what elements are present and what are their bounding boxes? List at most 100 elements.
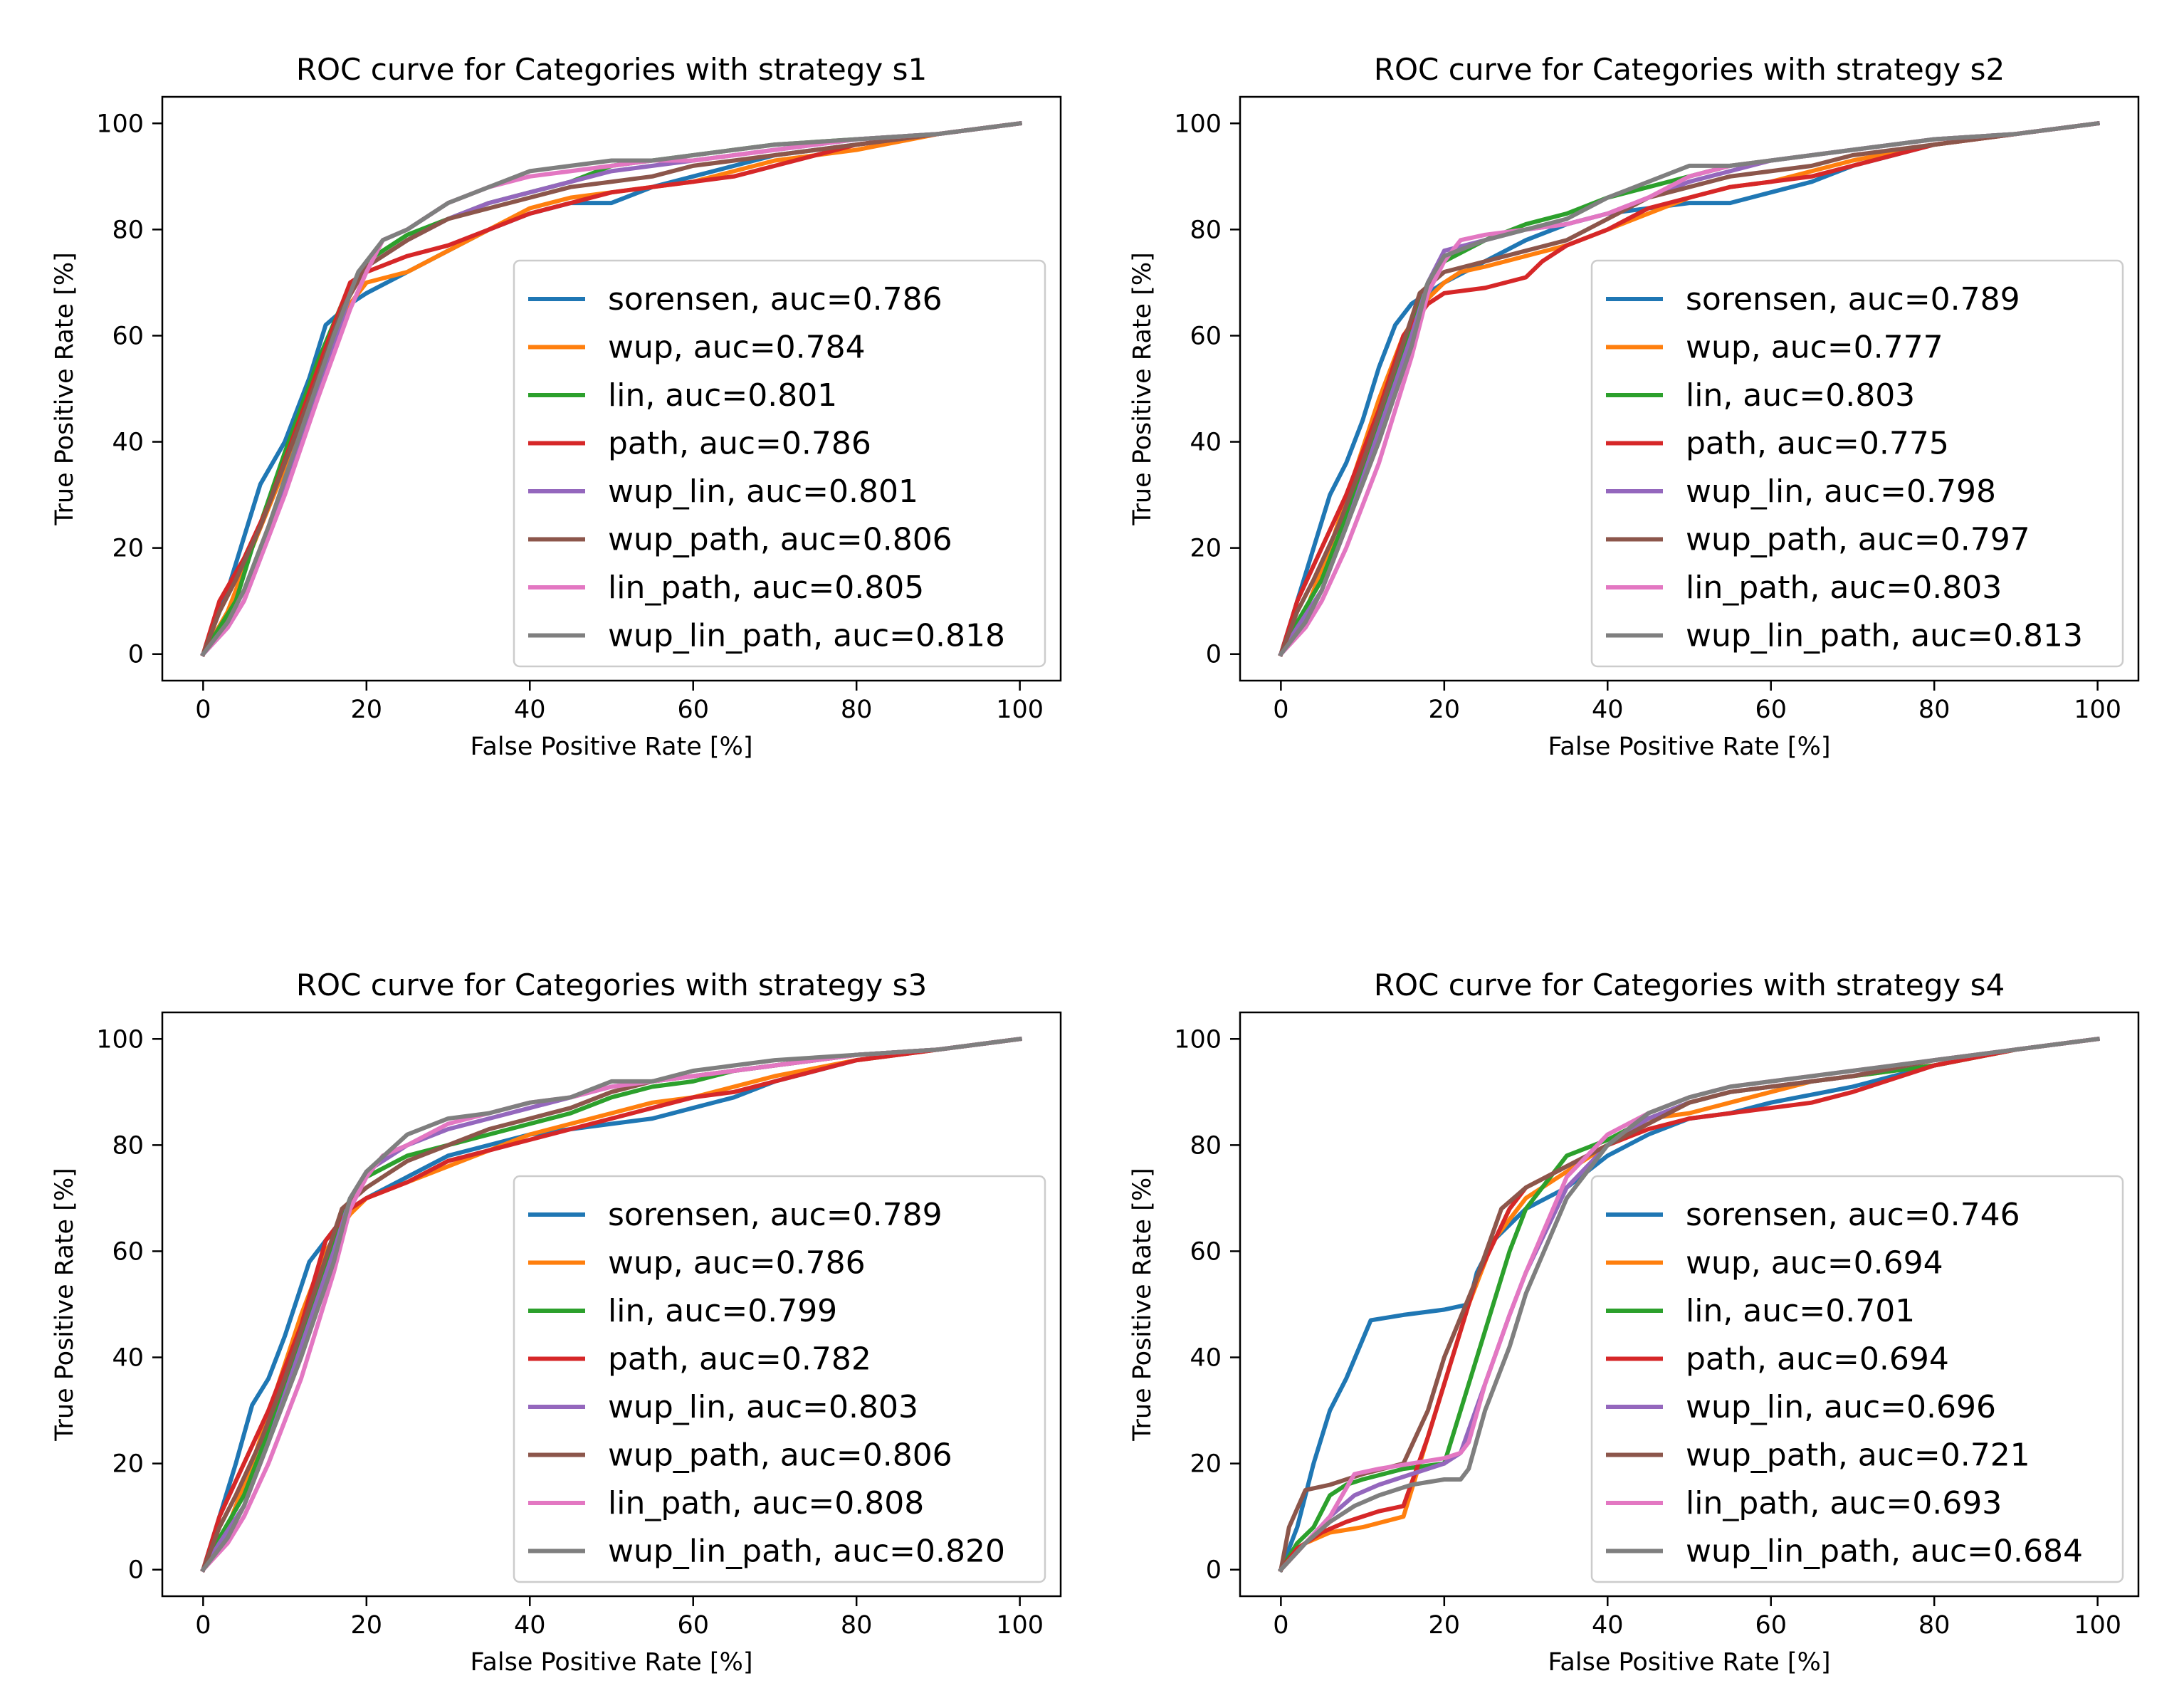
legend-label-wup: wup, auc=0.786: [608, 1245, 866, 1282]
y-tick-label: 100: [1174, 110, 1222, 138]
legend-label-wup-lin-path: wup_lin_path, auc=0.818: [608, 618, 1005, 654]
series-line-wup-lin-path: [1278, 120, 2100, 657]
chart-title: ROC curve for Categories with strategy s…: [296, 968, 927, 1002]
x-tick-label: 40: [514, 696, 546, 724]
x-tick-label: 20: [351, 696, 383, 724]
x-axis-label: False Positive Rate [%]: [1548, 733, 1831, 761]
y-tick-label: 60: [112, 322, 144, 350]
legend: sorensen, auc=0.789 wup, auc=0.786 lin, au…: [513, 1175, 1046, 1583]
legend-label-wup: wup, auc=0.784: [608, 330, 866, 366]
series-line-wup-path: [1278, 1036, 2100, 1573]
axes-frame: [161, 1011, 1062, 1598]
x-tick-label: 40: [1592, 696, 1624, 724]
chart-title: ROC curve for Categories with strategy s…: [296, 52, 927, 87]
legend-label-wup-lin: wup_lin, auc=0.801: [608, 473, 918, 510]
y-tick-label: 40: [112, 429, 144, 457]
legend: sorensen, auc=0.746 wup, auc=0.694 lin, au…: [1590, 1175, 2124, 1583]
legend-label-lin: lin, auc=0.801: [608, 377, 837, 414]
y-tick-label: 60: [112, 1237, 144, 1266]
subplot-1: ROC curve for Categories with strategy s…: [51, 52, 1062, 761]
y-tick-label: 100: [96, 110, 144, 138]
x-tick-label: 20: [1429, 696, 1461, 724]
x-tick-label: 80: [841, 1611, 873, 1640]
chart-title: ROC curve for Categories with strategy s…: [1374, 968, 2005, 1002]
legend-label-wup-path: wup_path, auc=0.797: [1686, 522, 2030, 558]
series-line-path: [200, 1036, 1022, 1573]
subplot-3: ROC curve for Categories with strategy s…: [51, 968, 1062, 1677]
y-tick-label: 60: [1190, 322, 1222, 350]
x-tick-label: 100: [996, 696, 1044, 724]
y-tick-label: 60: [1190, 1237, 1222, 1266]
axes-frame: [1239, 95, 2140, 682]
legend-label-sorensen: sorensen, auc=0.746: [1686, 1197, 2020, 1233]
series-line-sorensen: [1278, 120, 2100, 657]
legend-label-wup-lin: wup_lin, auc=0.696: [1686, 1389, 1996, 1425]
legend-label-wup-path: wup_path, auc=0.721: [1686, 1437, 2030, 1474]
y-tick-label: 20: [112, 535, 144, 563]
y-axis-label: True Positive Rate [%]: [51, 1168, 79, 1441]
legend-label-lin: lin, auc=0.701: [1686, 1293, 1915, 1329]
axes-frame: [161, 95, 1062, 682]
x-tick-label: 80: [1918, 696, 1951, 724]
x-tick-label: 20: [351, 1611, 383, 1640]
series-line-lin-path: [200, 1036, 1022, 1573]
legend-label-sorensen: sorensen, auc=0.789: [608, 1197, 943, 1233]
x-tick-label: 20: [1429, 1611, 1461, 1640]
series-line-wup-path: [1278, 120, 2100, 657]
legend: sorensen, auc=0.786 wup, auc=0.784 lin, au…: [513, 259, 1046, 668]
x-tick-label: 0: [1273, 696, 1288, 724]
series-line-wup-path: [200, 120, 1022, 657]
legend-label-path: path, auc=0.782: [608, 1341, 871, 1378]
x-tick-label: 60: [1755, 1611, 1787, 1640]
x-tick-label: 0: [195, 696, 211, 724]
y-tick-label: 40: [1190, 1344, 1222, 1373]
legend: sorensen, auc=0.789 wup, auc=0.777 lin, au…: [1590, 259, 2124, 668]
x-tick-label: 0: [195, 1611, 211, 1640]
series-lines: [1278, 120, 2100, 657]
x-tick-label: 60: [1755, 696, 1787, 724]
legend-label-path: path, auc=0.775: [1686, 426, 1949, 462]
x-axis-label: False Positive Rate [%]: [471, 733, 753, 761]
series-line-sorensen: [1278, 1036, 2100, 1573]
legend-label-lin-path: lin_path, auc=0.803: [1686, 570, 2002, 606]
y-axis-label: True Positive Rate [%]: [51, 252, 79, 525]
legend-label-wup: wup, auc=0.777: [1686, 330, 1943, 366]
x-tick-label: 80: [841, 696, 873, 724]
legend-label-lin: lin, auc=0.799: [608, 1293, 837, 1329]
legend-label-wup-lin-path: wup_lin_path, auc=0.684: [1686, 1534, 2083, 1570]
y-tick-label: 0: [1206, 1556, 1222, 1585]
y-tick-label: 20: [1190, 1450, 1222, 1479]
series-line-wup-lin-path: [200, 1036, 1022, 1573]
y-tick-label: 100: [1174, 1025, 1222, 1054]
legend-label-path: path, auc=0.694: [1686, 1341, 1949, 1378]
legend-label-wup-lin: wup_lin, auc=0.803: [608, 1389, 918, 1425]
x-tick-label: 40: [514, 1611, 546, 1640]
y-tick-label: 20: [1190, 535, 1222, 563]
legend-label-wup-path: wup_path, auc=0.806: [608, 1437, 952, 1474]
x-axis-label: False Positive Rate [%]: [471, 1648, 753, 1677]
chart-title: ROC curve for Categories with strategy s…: [1374, 52, 2005, 87]
legend-label-wup-lin-path: wup_lin_path, auc=0.813: [1686, 618, 2083, 654]
y-axis-label: True Positive Rate [%]: [1128, 252, 1157, 525]
legend-label-path: path, auc=0.786: [608, 426, 871, 462]
legend-box: [1590, 259, 2124, 668]
y-tick-label: 100: [96, 1025, 144, 1054]
y-tick-label: 40: [112, 1344, 144, 1373]
y-tick-label: 0: [128, 641, 144, 669]
legend-label-wup-lin: wup_lin, auc=0.798: [1686, 473, 1996, 510]
subplot-2: ROC curve for Categories with strategy s…: [1128, 52, 2140, 761]
y-tick-label: 40: [1190, 429, 1222, 457]
legend-label-lin-path: lin_path, auc=0.808: [608, 1485, 924, 1521]
subplot-4: ROC curve for Categories with strategy s…: [1128, 968, 2140, 1677]
series-lines: [200, 1036, 1022, 1573]
legend-label-wup-path: wup_path, auc=0.806: [608, 522, 952, 558]
legend-label-lin-path: lin_path, auc=0.693: [1686, 1485, 2002, 1521]
legend-label-lin-path: lin_path, auc=0.805: [608, 570, 924, 606]
series-line-wup-lin-path: [200, 120, 1022, 657]
x-tick-label: 100: [2074, 696, 2121, 724]
y-tick-label: 80: [1190, 1131, 1222, 1160]
y-tick-label: 80: [112, 1131, 144, 1160]
series-lines: [1278, 1036, 2100, 1573]
legend-label-sorensen: sorensen, auc=0.789: [1686, 281, 2020, 318]
y-tick-label: 80: [1190, 216, 1222, 244]
